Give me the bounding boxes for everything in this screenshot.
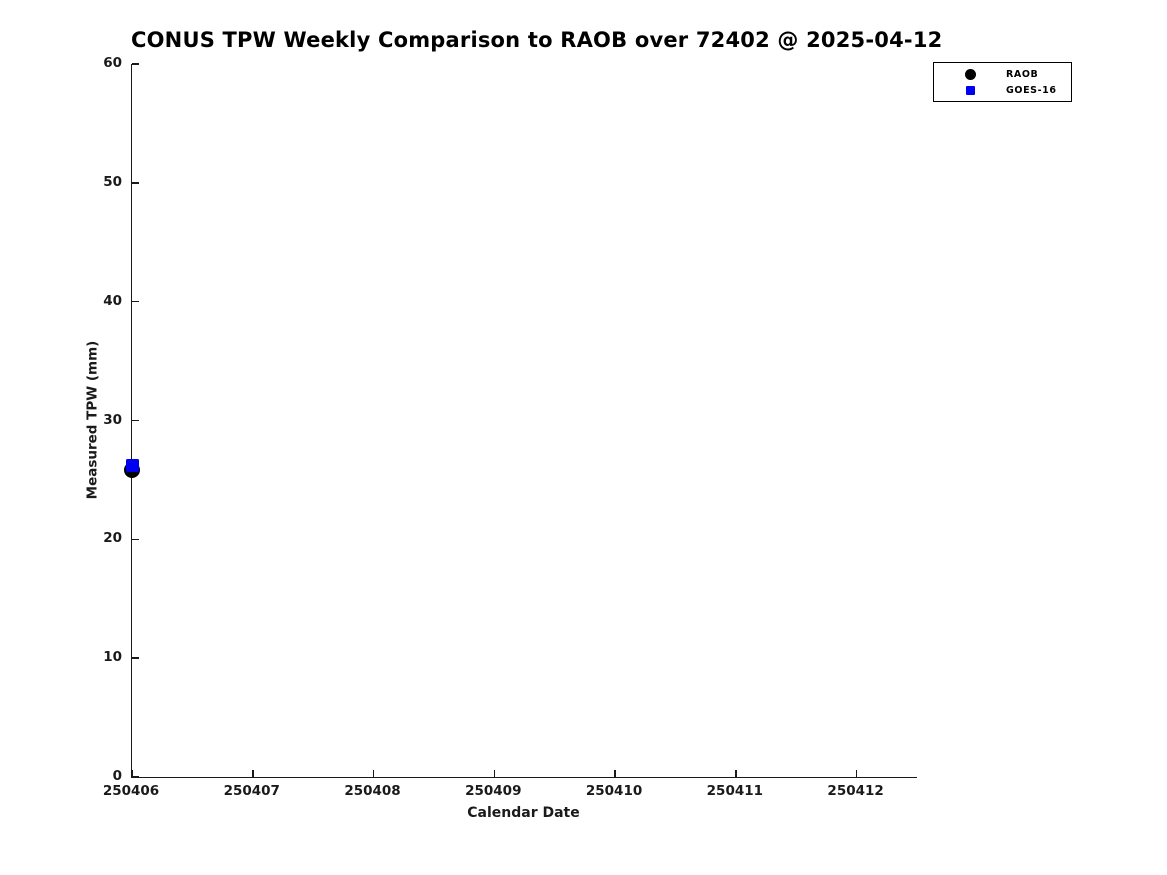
x-tick-label: 250411 [706,783,764,799]
y-tick-label: 10 [103,649,122,666]
x-tick-label: 250407 [223,783,280,799]
y-tick-label: 50 [103,173,122,190]
y-tick [132,182,139,184]
y-tick [132,63,139,65]
y-tick-label: 30 [103,411,122,428]
x-tick [735,770,737,777]
plot-area [124,63,917,778]
x-tick-label: 250408 [344,783,401,799]
raob-circle-icon [934,68,1006,80]
y-tick-label: 60 [103,55,122,71]
x-tick [372,770,375,777]
y-tick [132,538,139,541]
x-tick [131,770,133,777]
y-tick [132,776,139,778]
y-tick-label: 20 [103,530,122,547]
y-tick-label: 40 [103,292,122,309]
x-tick-label: 250412 [827,783,884,799]
legend-item-raob: RAOB [934,66,1071,82]
chart-title: CONUS TPW Weekly Comparison to RAOB over… [131,28,943,52]
legend-label: RAOB [1006,68,1039,80]
data-point-goes-16 [125,459,139,473]
goes-16-square-icon [934,85,1006,95]
legend-item-goes-16: GOES-16 [934,82,1071,98]
x-tick-label: 250410 [585,783,643,799]
x-tick-label: 250409 [465,783,522,799]
y-tick [132,300,139,303]
y-tick [132,657,139,659]
legend: RAOB GOES-16 [933,62,1072,102]
x-tick-label: 250406 [102,783,160,799]
legend-label: GOES-16 [1006,84,1057,96]
x-tick [251,770,254,777]
x-tick [855,770,858,777]
x-tick [493,770,496,777]
y-tick [132,419,139,422]
x-tick [614,770,616,777]
y-tick-label: 0 [112,768,122,784]
x-axis-label: Calendar Date [467,805,580,821]
